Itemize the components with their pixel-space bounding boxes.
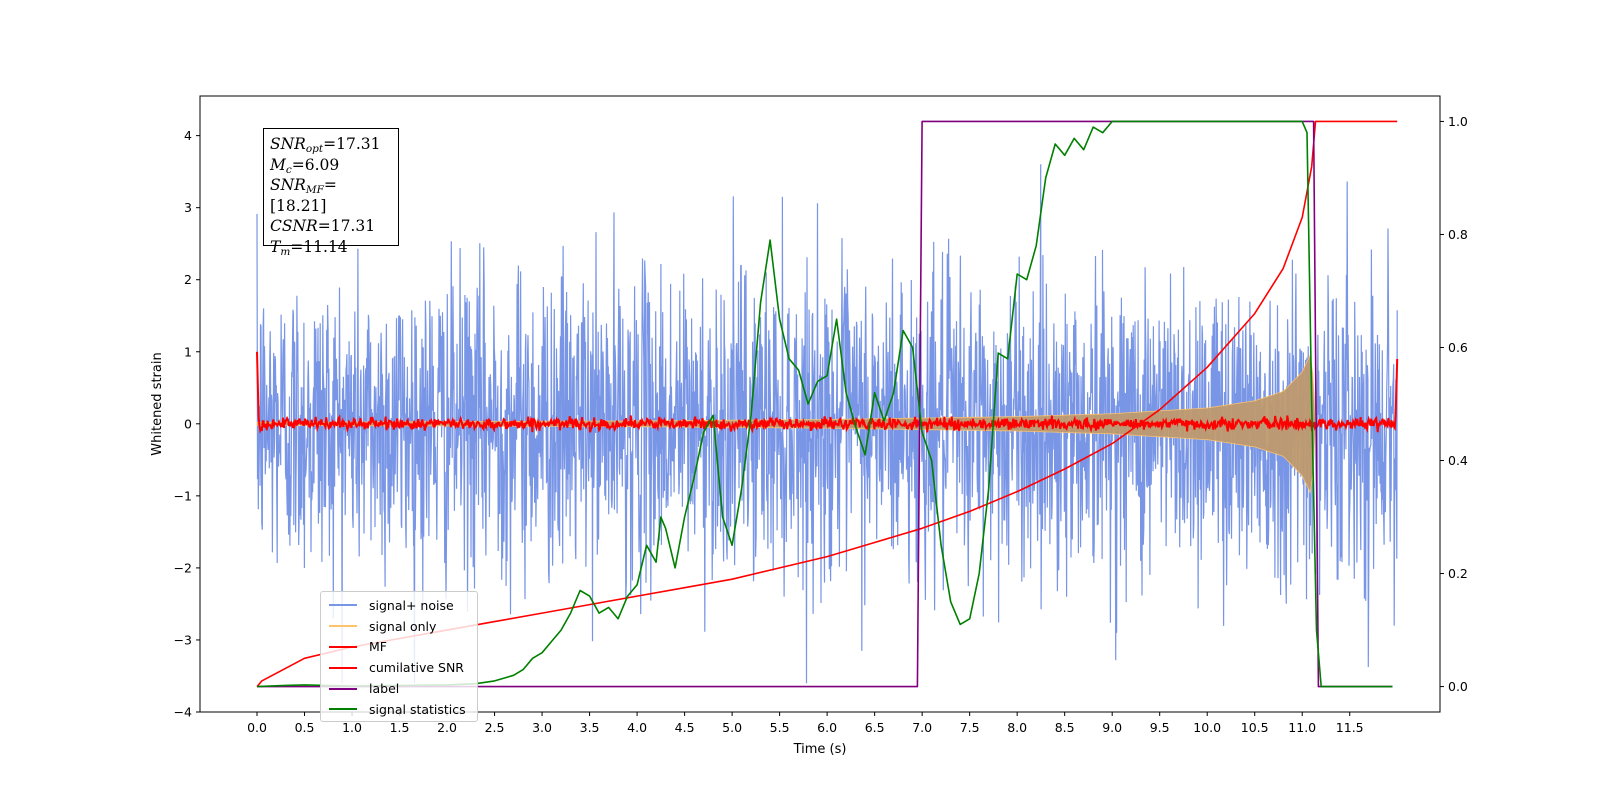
legend-label: label bbox=[369, 681, 400, 697]
x-tick-label: 0.5 bbox=[295, 720, 315, 735]
x-tick-label: 0.0 bbox=[247, 720, 267, 735]
snr-mf-line: SNRMF=[18.21] bbox=[270, 176, 337, 215]
legend-swatch-signal-only bbox=[329, 625, 357, 628]
x-tick-label: 4.5 bbox=[675, 720, 695, 735]
y-right-tick-label: 0.8 bbox=[1448, 227, 1468, 242]
y-left-tick-label: 1 bbox=[184, 344, 192, 359]
legend-label: cumilative SNR bbox=[369, 660, 464, 676]
y-right-tick-label: 0.2 bbox=[1448, 566, 1468, 581]
tm-line: Tm=11.14 bbox=[270, 237, 348, 258]
legend-item-signal-only: signal only bbox=[327, 616, 471, 637]
signal-noise-line bbox=[256, 164, 1398, 684]
series-lines-group bbox=[256, 120, 1399, 688]
legend-label: MF bbox=[369, 639, 387, 655]
legend-item-cumulative-snr: cumilative SNR bbox=[327, 657, 471, 678]
stats-info-box: SNRopt=17.31 Mc=6.09 SNRMF=[18.21] CSNR=… bbox=[263, 128, 399, 257]
x-tick-label: 3.0 bbox=[532, 720, 552, 735]
legend-item-mf: MF bbox=[327, 637, 471, 658]
signal-statistics-line bbox=[256, 120, 1393, 688]
x-tick-label: 5.5 bbox=[770, 720, 790, 735]
y-left-tick-label: 4 bbox=[184, 128, 192, 143]
x-tick-label: 10.0 bbox=[1193, 720, 1221, 735]
mf-line bbox=[256, 351, 1399, 434]
legend-swatch-signal-noise bbox=[329, 604, 357, 607]
y-right-tick-label: 0.0 bbox=[1448, 679, 1468, 694]
y-left-tick-label: 3 bbox=[184, 200, 192, 215]
x-tick-label: 8.0 bbox=[1007, 720, 1027, 735]
legend-label: signal only bbox=[369, 618, 437, 634]
y-left-tick-label: 0 bbox=[184, 416, 192, 431]
x-tick-label: 4.0 bbox=[627, 720, 647, 735]
y-ticks-right: 0.0 0.2 0.4 0.6 0.8 1.0 bbox=[1440, 114, 1468, 694]
y-right-tick-label: 0.4 bbox=[1448, 453, 1468, 468]
x-axis-title: Time (s) bbox=[793, 742, 847, 757]
y-left-tick-label: −3 bbox=[174, 632, 192, 647]
x-tick-label: 9.5 bbox=[1150, 720, 1170, 735]
x-tick-label: 7.5 bbox=[960, 720, 980, 735]
x-tick-label: 1.5 bbox=[390, 720, 410, 735]
x-tick-label: 7.0 bbox=[912, 720, 932, 735]
x-tick-label: 10.5 bbox=[1241, 720, 1269, 735]
snr-opt-line: SNRopt=17.31 bbox=[270, 135, 381, 155]
y-left-tick-label: 2 bbox=[184, 272, 192, 287]
plot-frame bbox=[199, 95, 1441, 713]
chart-legend: signal+ noise signal only MF cumilative … bbox=[320, 591, 478, 722]
legend-swatch-signal-statistics bbox=[329, 708, 357, 711]
x-tick-label: 6.5 bbox=[865, 720, 885, 735]
y-right-tick-label: 0.6 bbox=[1448, 340, 1468, 355]
x-tick-label: 5.0 bbox=[722, 720, 742, 735]
y-right-tick-label: 1.0 bbox=[1448, 114, 1468, 129]
y-ticks-left: −4 −3 −2 −1 0 1 2 3 4 bbox=[174, 128, 200, 720]
legend-label: signal+ noise bbox=[369, 597, 454, 613]
mc-line: Mc=6.09 bbox=[270, 155, 340, 176]
x-tick-label: 3.5 bbox=[580, 720, 600, 735]
x-tick-label: 1.0 bbox=[342, 720, 362, 735]
legend-item-signal-noise: signal+ noise bbox=[327, 595, 471, 616]
legend-swatch-label bbox=[329, 687, 357, 690]
x-tick-label: 11.5 bbox=[1336, 720, 1364, 735]
legend-swatch-cumulative-snr bbox=[329, 666, 357, 669]
x-tick-label: 2.0 bbox=[437, 720, 457, 735]
y-left-tick-label: −4 bbox=[174, 705, 192, 720]
legend-item-label: label bbox=[327, 678, 471, 699]
legend-label: signal statistics bbox=[369, 701, 466, 717]
legend-swatch-mf bbox=[329, 645, 357, 648]
x-ticks: 0.0 0.5 1.0 1.5 2.0 2.5 3.0 3.5 4.0 4.5 5.0 5.5 6.0 6… bbox=[247, 712, 1364, 735]
x-tick-label: 6.0 bbox=[817, 720, 837, 735]
signal-noise-group bbox=[256, 164, 1398, 684]
csnr-line: CSNR=17.31 bbox=[270, 217, 376, 235]
x-tick-label: 9.0 bbox=[1102, 720, 1122, 735]
legend-item-signal-statistics: signal statistics bbox=[327, 699, 471, 720]
y-left-tick-label: −1 bbox=[174, 488, 192, 503]
x-tick-label: 2.5 bbox=[485, 720, 505, 735]
y-left-tick-label: −2 bbox=[174, 560, 192, 575]
x-tick-label: 11.0 bbox=[1288, 720, 1316, 735]
x-tick-label: 8.5 bbox=[1055, 720, 1075, 735]
y-axis-title-left: Whitened strain bbox=[150, 352, 165, 455]
